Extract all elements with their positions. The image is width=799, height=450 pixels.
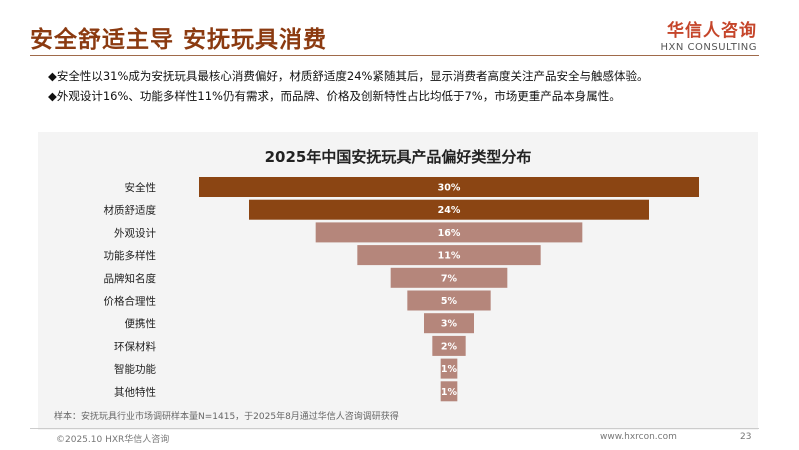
logo-name: 华信人咨询: [667, 21, 757, 41]
sample-note: 样本：安抚玩具行业市场调研样本量N=1415，于2025年8月通过华信人咨询调研…: [54, 410, 399, 422]
footer-copyright: ©2025.10 HXR华信人咨询: [56, 435, 170, 445]
bar-4: [357, 245, 541, 266]
value-label-1: 30%: [438, 183, 461, 194]
value-label-8: 2%: [441, 341, 458, 352]
category-label-5: 品牌知名度: [104, 272, 157, 285]
bar-8: [432, 335, 466, 356]
category-label-10: 其他特性: [114, 385, 156, 398]
chart-title: 2025年中国安抚玩具产品偏好类型分布: [265, 148, 532, 166]
value-label-9: 1%: [441, 364, 458, 375]
value-label-6: 5%: [441, 296, 458, 307]
category-label-3: 外观设计: [114, 226, 156, 239]
footer-url[interactable]: www.hxrcon.com: [600, 432, 677, 442]
category-label-8: 环保材料: [114, 340, 156, 353]
category-label-9: 智能功能: [114, 363, 156, 376]
bar-9: [440, 358, 458, 379]
bar-1: [199, 177, 699, 197]
value-label-3: 16%: [438, 228, 461, 239]
bar-7: [424, 313, 474, 334]
bar-2: [249, 199, 649, 220]
value-label-2: 24%: [438, 205, 461, 216]
page-title: 安全舒适主导 安抚玩具消费: [30, 27, 328, 53]
value-label-5: 7%: [441, 273, 458, 284]
footer-divider: [30, 428, 759, 429]
bar-6: [407, 290, 491, 311]
value-label-10: 1%: [441, 387, 458, 398]
summary-bullets: ◆安全性以31%成为安抚玩具最核心消费偏好，材质舒适度24%紧随其后，显示消费者…: [48, 66, 648, 106]
bullet-2: ◆外观设计16%、功能多样性11%仍有需求，而品牌、价格及创新特性占比均低于7%…: [48, 89, 621, 103]
bar-10: [440, 381, 458, 402]
funnel-bar-chart: 2025年中国安抚玩具产品偏好类型分布 安全性 30% 材质舒适度 24% 外观设计 16…: [54, 148, 699, 422]
bar-5: [390, 267, 508, 288]
category-label-2: 材质舒适度: [104, 204, 157, 217]
category-label-4: 功能多样性: [104, 249, 157, 262]
page-number: 23: [740, 432, 752, 442]
chart-panel: 2025年中国安抚玩具产品偏好类型分布 安全性 30% 材质舒适度 24% 外观设计 16…: [38, 132, 758, 430]
value-label-4: 11%: [438, 251, 461, 262]
category-label-7: 便携性: [125, 317, 157, 330]
category-label-6: 价格合理性: [104, 295, 157, 308]
category-label-1: 安全性: [125, 181, 157, 194]
bar-3: [315, 222, 583, 243]
logo-subtitle: HXN CONSULTING: [660, 42, 757, 53]
bullet-1: ◆安全性以31%成为安抚玩具最核心消费偏好，材质舒适度24%紧随其后，显示消费者…: [48, 69, 649, 83]
value-label-7: 3%: [441, 319, 458, 330]
header-divider: [30, 55, 759, 56]
logo: 华信人咨询 HXN CONSULTING: [660, 16, 757, 53]
